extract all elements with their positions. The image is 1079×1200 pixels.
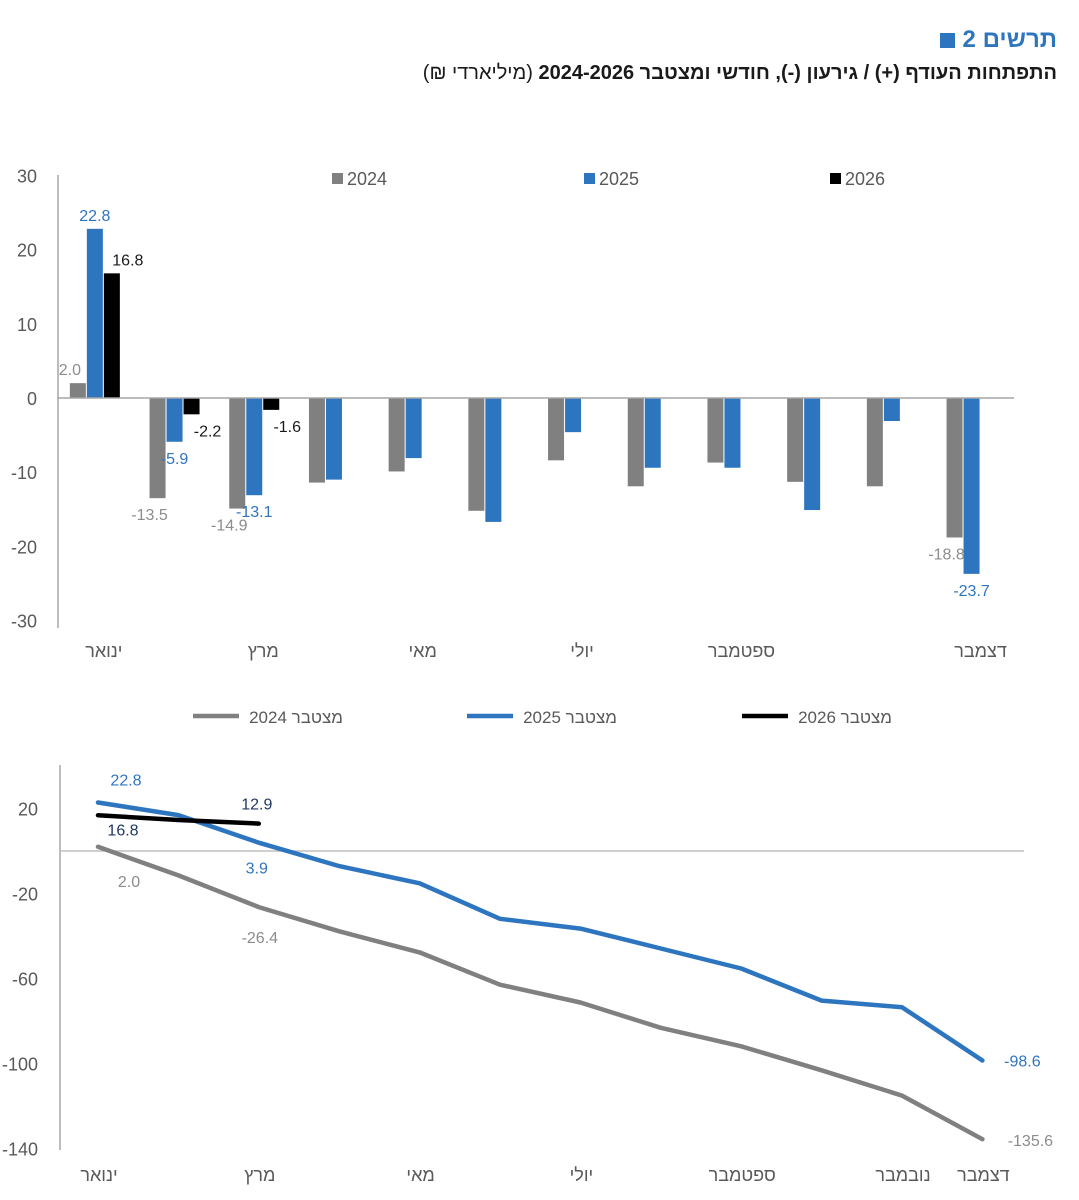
bar-2025-12 (963, 398, 980, 574)
data-label: -2.2 (194, 423, 222, 440)
legend-swatch (584, 173, 595, 184)
line-series-2024 (95, 844, 985, 1142)
x-tick-label: מאי (406, 1165, 434, 1185)
bar-2025-10 (804, 398, 821, 511)
legend-label: מצטבר 2026 (798, 708, 892, 727)
bar-2024-8 (627, 398, 644, 487)
y-tick-label: 30 (17, 166, 37, 186)
bar-2025-8 (644, 398, 661, 468)
legend-label: 2024 (347, 169, 387, 189)
data-label: 12.9 (241, 797, 272, 814)
bar-2026-1 (103, 273, 120, 398)
bar-2026-2 (183, 398, 200, 415)
bar-2024-6 (468, 398, 485, 511)
y-tick-label: 10 (17, 315, 37, 335)
x-tick-label: ספטמבר (708, 641, 775, 661)
bar-2025-7 (565, 398, 582, 433)
figure-label: תרשים 2 (423, 26, 1057, 54)
legend-swatch (830, 173, 841, 184)
data-label: -98.6 (1004, 1054, 1041, 1071)
bar-2024-10 (787, 398, 804, 482)
x-tick-label: מרץ (248, 641, 279, 661)
x-tick-label: ספטמבר (709, 1165, 776, 1185)
monthly-bar-chart: 30 20 10 0 -10 -20 -30 2.0 22.8 16.8 -13.5 -5.9 -2.2… (11, 166, 1014, 661)
data-label: 2.0 (118, 874, 140, 891)
data-label: -14.9 (211, 518, 248, 535)
legend-label: 2026 (845, 169, 885, 189)
y-tick-label: -30 (11, 612, 37, 632)
x-tick-label: יולי (570, 641, 594, 661)
data-label: -18.8 (928, 546, 965, 563)
bar-2025-6 (485, 398, 502, 522)
data-label: 22.8 (79, 208, 110, 225)
x-tick-label: יולי (570, 1165, 594, 1185)
bar-2024-9 (707, 398, 724, 463)
data-label: 16.8 (112, 252, 143, 269)
x-tick-label: מרץ (244, 1165, 275, 1185)
data-label: 22.8 (110, 773, 141, 790)
square-bullet-icon (939, 32, 955, 48)
chart-unit: (מיליארדי ₪) (422, 62, 533, 84)
legend-label: 2025 (599, 169, 639, 189)
chart-header: תרשים 2 התפתחות העודף (+) / גירעון (-), … (423, 26, 1057, 85)
bar-2024-3 (229, 398, 246, 509)
data-label: -1.6 (273, 419, 301, 436)
y-tick-label: 20 (17, 241, 37, 261)
x-tick-label: מאי (408, 641, 436, 661)
line-series-2025 (95, 800, 985, 1063)
bar-2024-2 (149, 398, 166, 499)
x-tick-label: ינואר (85, 641, 122, 661)
bar-2025-4 (325, 398, 342, 480)
bar-2024-12 (946, 398, 963, 538)
bar-2024-4 (308, 398, 325, 483)
data-label: -13.5 (131, 507, 168, 524)
legend-label: מצטבר 2024 (249, 708, 343, 727)
bar-2026-3 (263, 398, 280, 410)
bar-2024-1 (69, 383, 86, 398)
bar-2024-7 (548, 398, 565, 461)
bar-2025-2 (166, 398, 183, 442)
data-label: -13.1 (236, 504, 273, 521)
y-tick-label: -100 (2, 1055, 38, 1075)
y-tick-label: -20 (11, 537, 37, 557)
data-label: 16.8 (107, 822, 138, 839)
y-tick-label: -10 (11, 463, 37, 483)
y-tick-label: -20 (12, 885, 38, 905)
data-label: 3.9 (246, 861, 268, 878)
legend-label: מצטבר 2025 (523, 708, 617, 727)
y-tick-label: -60 (12, 970, 38, 990)
bar-2025-11 (883, 398, 900, 422)
data-label: 2.0 (59, 362, 81, 379)
x-tick-label: ינואר (80, 1165, 117, 1185)
bar-2025-1 (86, 228, 103, 398)
bar-2024-5 (388, 398, 405, 472)
x-tick-label: נובמבר (875, 1165, 930, 1185)
line-series-2026 (95, 813, 262, 826)
data-label: -26.4 (242, 930, 279, 947)
x-tick-label: דצמבר (957, 1165, 1010, 1185)
y-tick-label: 0 (27, 389, 37, 409)
bar-2025-5 (405, 398, 422, 459)
chart-title: התפתחות העודף (+) / גירעון (-), חודשי ומ… (538, 62, 1057, 84)
figure-label-text: תרשים 2 (962, 26, 1057, 53)
data-label: -135.6 (1008, 1133, 1053, 1150)
y-tick-label: 20 (18, 800, 38, 820)
data-label: -23.7 (953, 583, 990, 600)
x-tick-label: דצמבר (954, 641, 1007, 661)
bar-2025-3 (246, 398, 263, 496)
legend-swatch (332, 173, 343, 184)
bar-2025-9 (724, 398, 741, 468)
bar-2024-11 (866, 398, 883, 487)
y-tick-label: -140 (2, 1140, 38, 1160)
chart-subtitle: התפתחות העודף (+) / גירעון (-), חודשי ומ… (423, 62, 1057, 85)
data-label: -5.9 (161, 451, 189, 468)
